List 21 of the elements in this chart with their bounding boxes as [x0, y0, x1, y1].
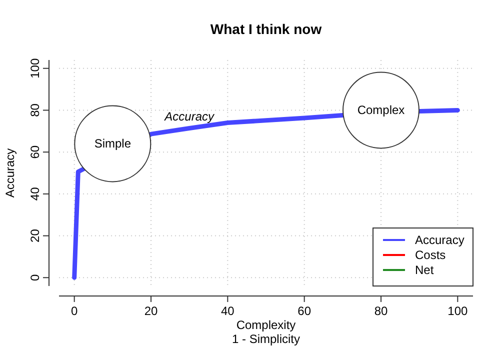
y-tick-label: 60: [28, 145, 42, 159]
x-axis-title: Complexity 1 - Simplicity: [232, 318, 300, 346]
x-tick-label: 0: [70, 304, 78, 318]
legend-label: Accuracy: [415, 233, 464, 247]
y-tick-label: 40: [28, 186, 42, 201]
x-tick-label: 80: [374, 304, 388, 318]
y-tick-label: 0: [28, 274, 42, 281]
y-axis-title: Accuracy: [3, 148, 17, 198]
chart-title: What I think now: [210, 21, 322, 37]
x-tick-label: 60: [298, 304, 312, 318]
x-tick-label: 40: [220, 304, 235, 318]
annotation: Complex: [357, 103, 405, 118]
annotation: Simple: [94, 136, 132, 151]
y-tick-label: 80: [28, 103, 42, 117]
x-tick-label: 100: [448, 304, 468, 318]
x-tick-label: 20: [144, 304, 158, 318]
y-tick-label: 100: [28, 58, 42, 78]
y-tick-label: 20: [28, 228, 42, 242]
annotation: Accuracy: [164, 110, 215, 124]
legend-label: Costs: [415, 248, 446, 262]
legend-label: Net: [415, 263, 434, 277]
